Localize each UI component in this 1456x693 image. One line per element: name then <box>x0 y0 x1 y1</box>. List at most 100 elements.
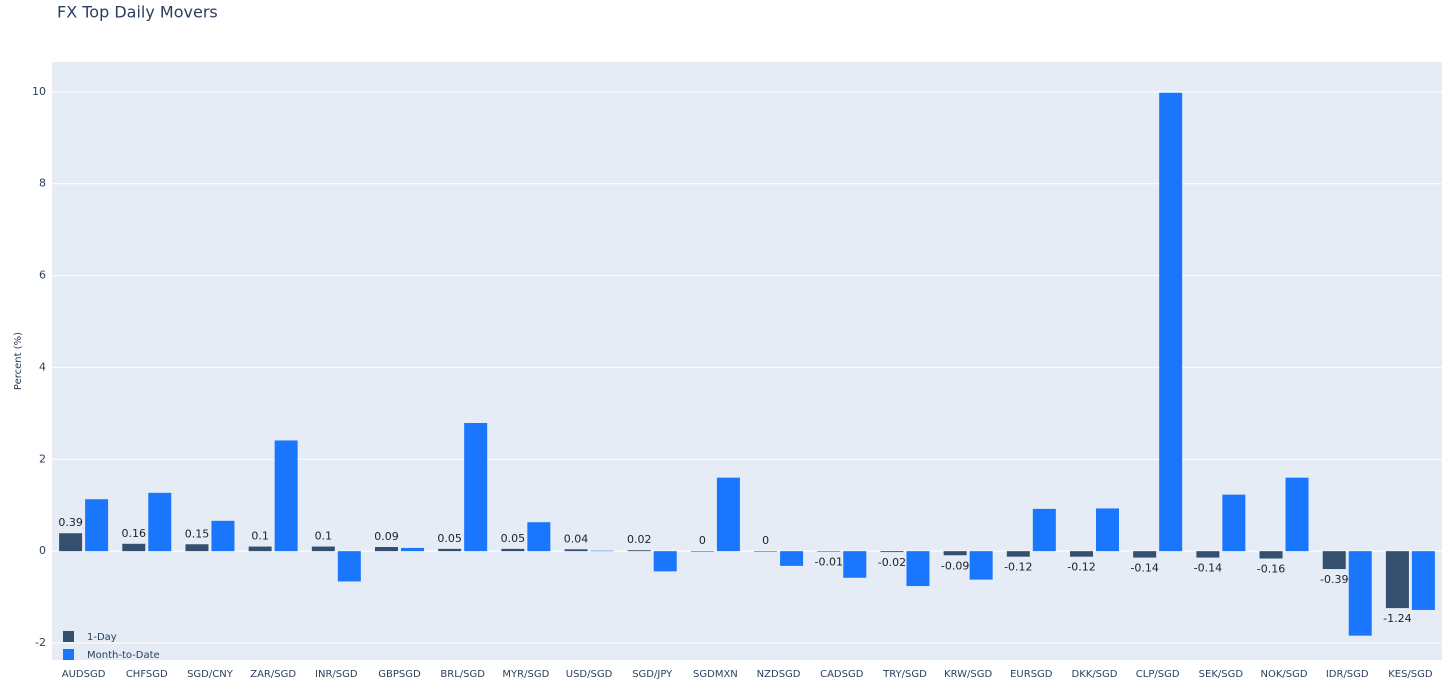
x-tick-label: NOK/SGD <box>1261 669 1308 680</box>
data-label: 0.1 <box>315 530 333 543</box>
y-tick-label: 2 <box>39 452 46 465</box>
bar <box>274 440 298 552</box>
data-label: -0.14 <box>1194 562 1222 575</box>
bar <box>438 548 462 552</box>
bar <box>780 551 804 566</box>
x-tick-label: CHFSGD <box>126 669 168 680</box>
bar <box>1159 92 1183 552</box>
x-tick-label: SGD/CNY <box>187 669 234 680</box>
y-tick-label: 10 <box>32 85 46 98</box>
x-tick-label: USD/SGD <box>566 669 613 680</box>
x-tick-label: TRY/SGD <box>882 669 927 680</box>
data-label: -0.02 <box>878 556 906 569</box>
bar <box>1006 551 1030 557</box>
x-tick-label: EURSGD <box>1010 669 1053 680</box>
x-tick-label: AUDSGD <box>62 669 106 680</box>
plot-area <box>52 62 1442 660</box>
bar <box>1285 477 1309 552</box>
bar <box>185 544 209 552</box>
x-tick-label: SGD/JPY <box>632 669 673 680</box>
legend-swatch <box>63 649 74 660</box>
bar <box>564 549 588 552</box>
x-tick-label: NZDSGD <box>757 669 801 680</box>
bar <box>754 551 778 552</box>
bar <box>337 551 361 582</box>
bar <box>85 499 109 552</box>
x-tick-label: SEK/SGD <box>1199 669 1244 680</box>
bar <box>375 547 398 552</box>
bar <box>1322 551 1346 570</box>
bar <box>311 546 335 552</box>
bar <box>1196 551 1220 558</box>
x-tick-label: IDR/SGD <box>1326 669 1369 680</box>
x-tick-label: MYR/SGD <box>502 669 549 680</box>
x-tick-label: INR/SGD <box>315 669 358 680</box>
legend-label: Month-to-Date <box>87 650 160 661</box>
bar <box>843 551 867 578</box>
bar <box>501 548 525 552</box>
x-tick-label: DKK/SGD <box>1072 669 1118 680</box>
bar <box>527 522 551 552</box>
data-label: 0.04 <box>564 532 589 545</box>
bar <box>248 546 272 552</box>
bar <box>969 551 993 580</box>
data-label: -0.09 <box>941 559 969 572</box>
data-label: 0.16 <box>122 527 147 540</box>
data-label: -0.16 <box>1257 562 1285 575</box>
bar <box>590 550 614 552</box>
bar <box>653 551 677 572</box>
y-tick-label: -2 <box>35 636 46 649</box>
bar <box>690 551 714 552</box>
y-tick-label: 4 <box>39 360 46 373</box>
bar <box>880 551 904 553</box>
bar <box>122 543 146 552</box>
data-label: 0.15 <box>185 527 210 540</box>
bar <box>211 520 235 552</box>
bar <box>817 551 841 552</box>
bar <box>1096 508 1119 552</box>
data-label: -0.39 <box>1320 573 1348 586</box>
bar <box>401 547 424 552</box>
data-label: -0.12 <box>1067 561 1095 574</box>
data-label: 0.02 <box>627 533 652 546</box>
bar <box>1133 551 1157 558</box>
chart-title: FX Top Daily Movers <box>57 3 218 22</box>
x-tick-label: KRW/SGD <box>944 669 992 680</box>
legend-label: 1-Day <box>87 632 117 643</box>
data-label: -0.14 <box>1130 562 1158 575</box>
bar <box>943 551 967 556</box>
data-label: 0 <box>762 534 769 547</box>
data-label: 0.39 <box>58 516 83 529</box>
data-label: -0.12 <box>1004 561 1032 574</box>
data-label: 0.05 <box>501 532 526 545</box>
data-label: -1.24 <box>1383 612 1411 625</box>
bar <box>1222 494 1246 552</box>
bar <box>627 550 651 552</box>
x-tick-label: ZAR/SGD <box>250 669 296 680</box>
bar <box>1385 551 1409 609</box>
y-tick-label: 0 <box>39 544 46 557</box>
y-axis-title: Percent (%) <box>13 332 24 390</box>
x-tick-label: SGDMXN <box>693 669 738 680</box>
data-label: 0 <box>699 534 706 547</box>
x-tick-label: CLP/SGD <box>1136 669 1180 680</box>
y-tick-label: 8 <box>39 177 46 190</box>
data-label: -0.01 <box>815 556 843 569</box>
bar <box>1411 551 1435 610</box>
bar <box>1348 551 1372 636</box>
data-label: 0.1 <box>251 530 269 543</box>
bar <box>1259 551 1283 559</box>
x-tick-label: BRL/SGD <box>440 669 485 680</box>
bar <box>1070 551 1093 557</box>
bar <box>464 423 488 552</box>
legend-swatch <box>63 631 74 642</box>
y-tick-label: 6 <box>39 269 46 282</box>
bar <box>716 477 740 552</box>
bar <box>906 551 930 587</box>
bar <box>59 533 83 552</box>
bar <box>148 492 172 552</box>
bar <box>1032 508 1056 552</box>
data-label: 0.05 <box>437 532 462 545</box>
x-tick-label: CADSGD <box>820 669 864 680</box>
